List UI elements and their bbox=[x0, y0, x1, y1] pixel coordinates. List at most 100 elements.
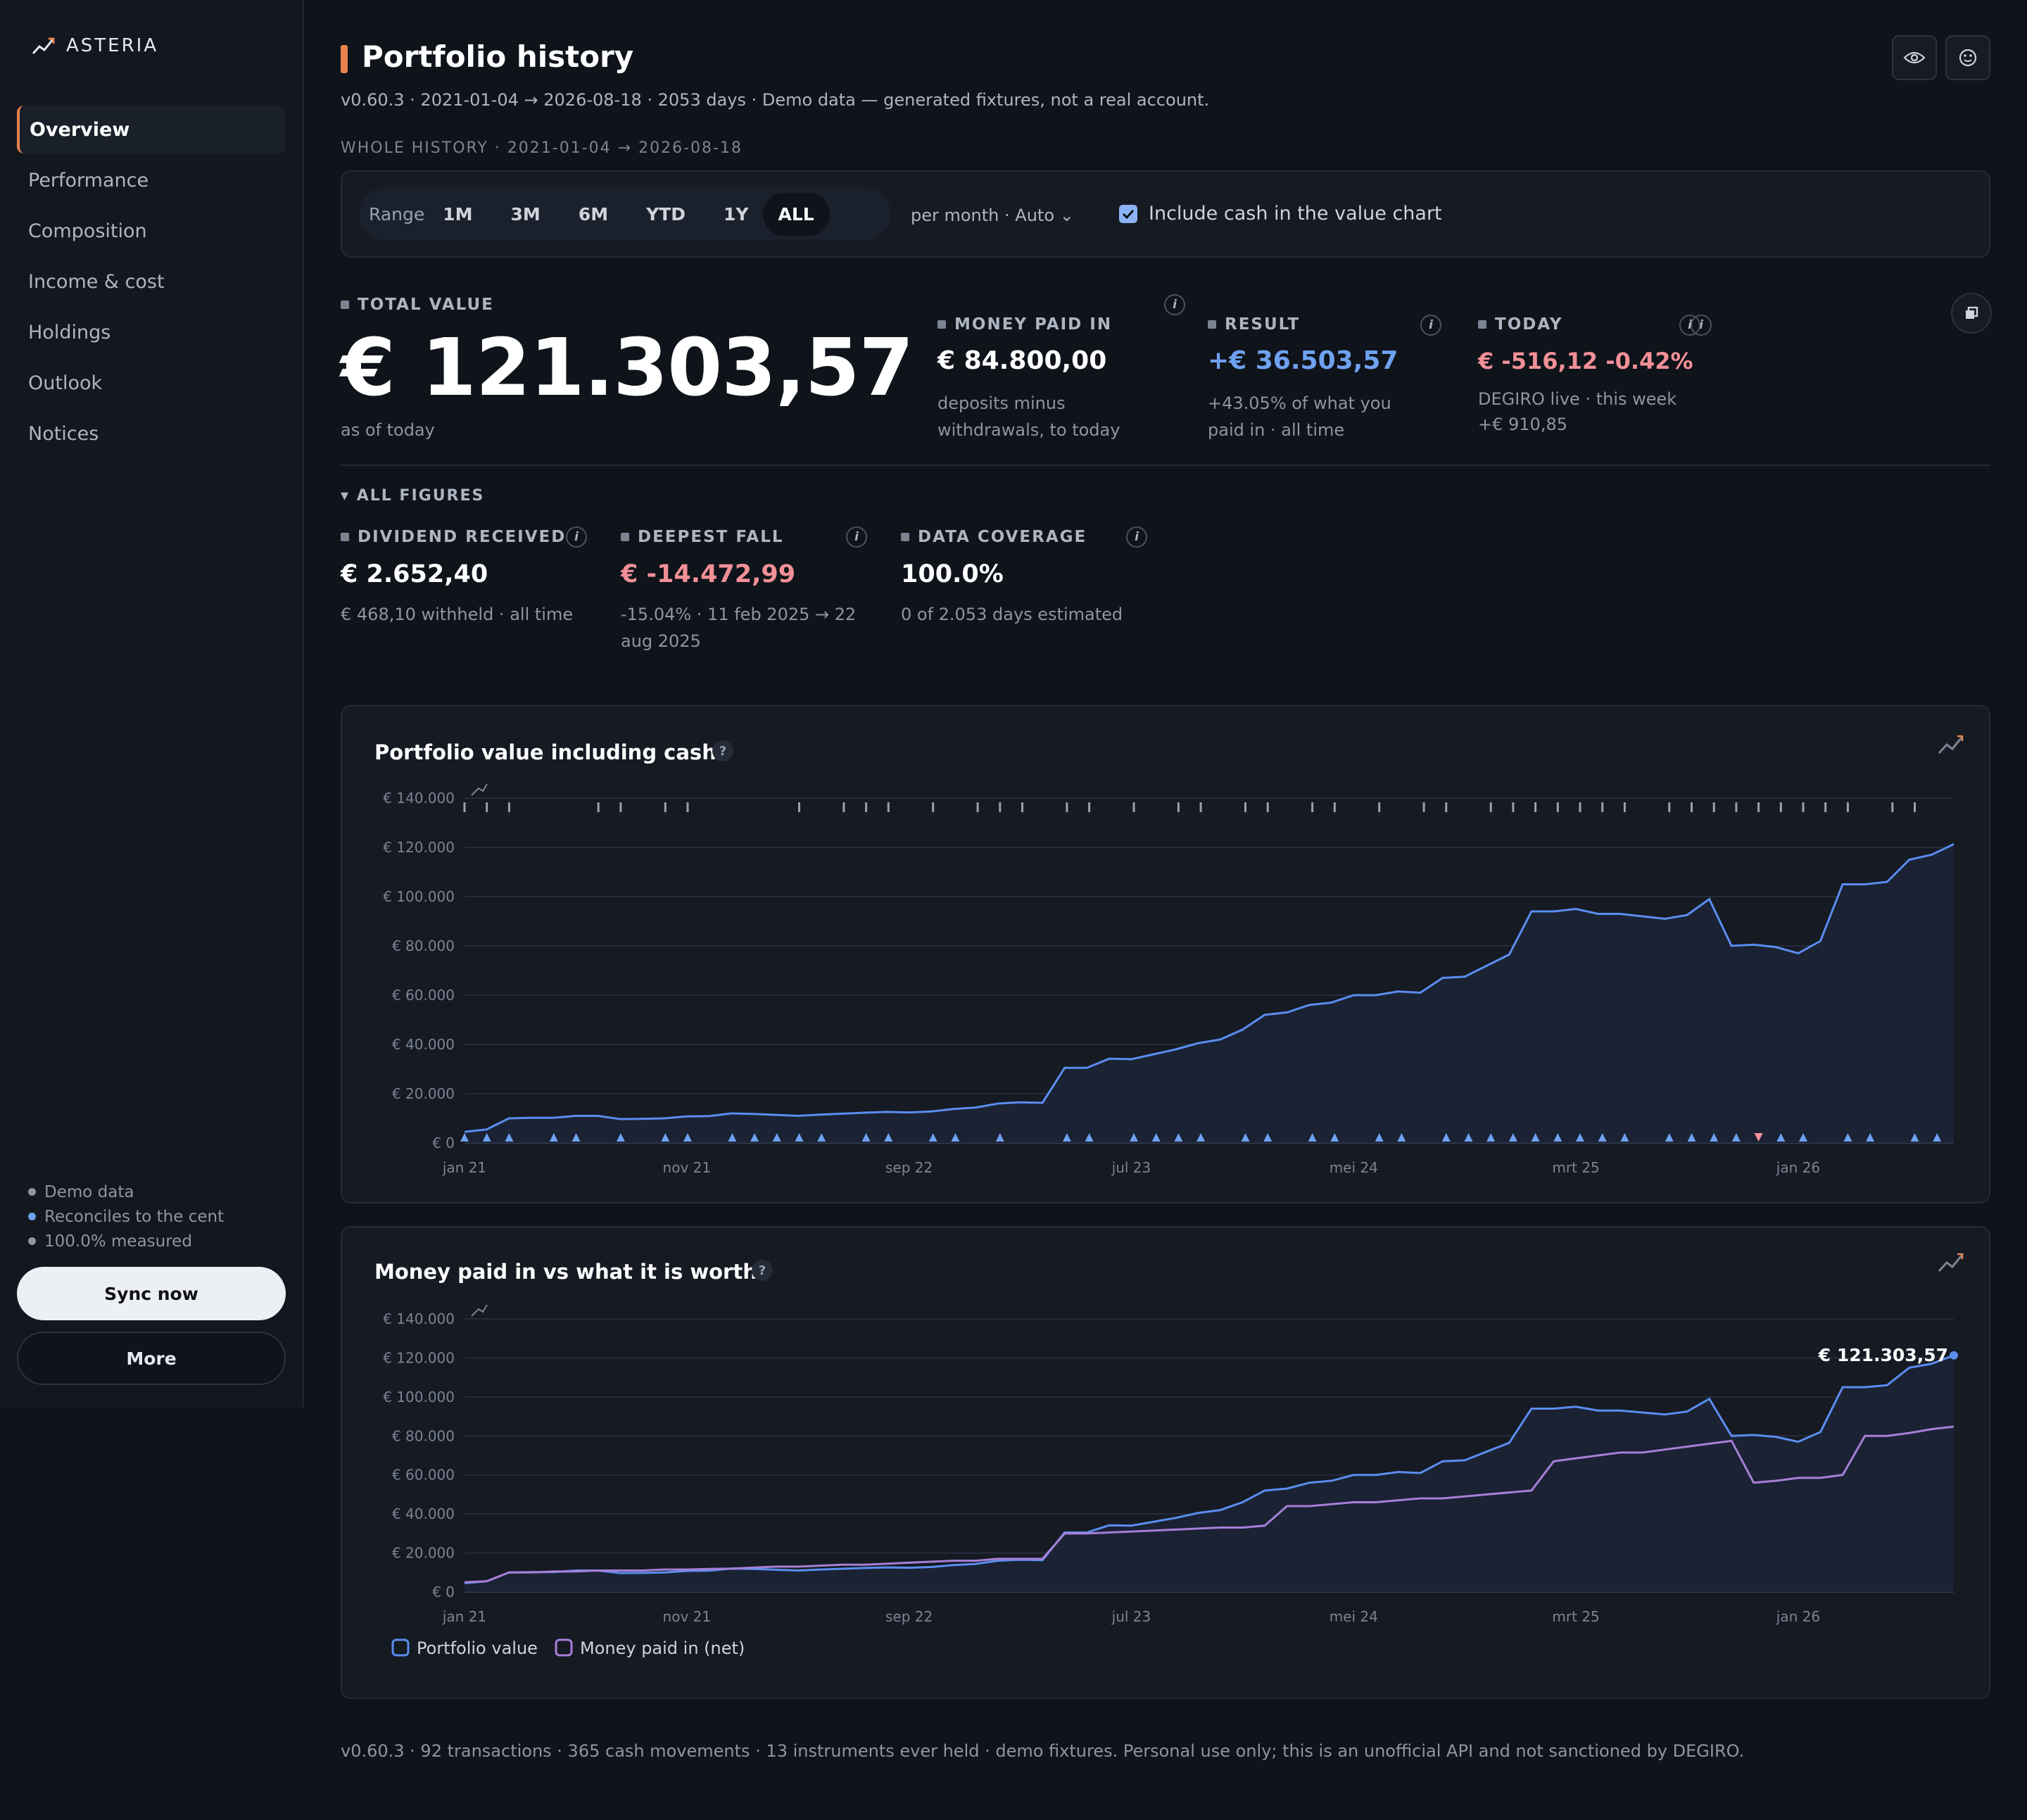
kpi-marker bbox=[621, 533, 629, 541]
info-icon[interactable]: i bbox=[1126, 526, 1147, 548]
kpi-marker bbox=[341, 533, 349, 541]
kpi-marker bbox=[341, 301, 349, 309]
x-tick-label: jan 21 bbox=[442, 1608, 486, 1625]
sidebar-item-notices[interactable]: Notices bbox=[28, 422, 99, 445]
buy-marker bbox=[505, 1133, 514, 1142]
x-tick-label: sep 22 bbox=[885, 1608, 933, 1625]
page-subtitle: v0.60.3 · 2021-01-04 → 2026-08-18 · 2053… bbox=[341, 90, 1210, 110]
info-icon[interactable]: i bbox=[1164, 294, 1185, 315]
series-area bbox=[465, 844, 1954, 1143]
mini-trend-icon bbox=[471, 1304, 488, 1317]
kpi-label-text: TODAY bbox=[1495, 315, 1563, 334]
buy-marker bbox=[1576, 1133, 1584, 1142]
sidebar-item-performance[interactable]: Performance bbox=[28, 169, 149, 191]
buy-marker bbox=[616, 1133, 625, 1142]
today-label: TODAY bbox=[1478, 315, 1563, 334]
range-label: Range bbox=[369, 203, 425, 225]
sidebar-item-composition[interactable]: Composition bbox=[28, 220, 147, 242]
series-area bbox=[465, 1355, 1954, 1592]
status-text: 100.0% measured bbox=[44, 1232, 192, 1251]
y-tick-label: € 0 bbox=[432, 1584, 455, 1600]
more-button[interactable]: More bbox=[17, 1332, 286, 1385]
buy-marker bbox=[1375, 1133, 1384, 1142]
sidebar-item-outlook[interactable]: Outlook bbox=[28, 372, 103, 394]
buy-marker bbox=[1843, 1133, 1852, 1142]
total-value-label: TOTAL VALUE bbox=[341, 296, 494, 314]
kpi-label-text: TOTAL VALUE bbox=[358, 296, 494, 314]
paid-in-vs-worth-panel: Money paid in vs what it is worth ? € 0 €… bbox=[341, 1226, 1990, 1699]
buy-marker bbox=[928, 1133, 937, 1142]
series-line-portfolio-value bbox=[464, 843, 1955, 1133]
buy-marker bbox=[1866, 1133, 1875, 1142]
portfolio-value-chart[interactable]: € 0 € 20.000 € 40.000 € 60.000 € 80.000 € 100… bbox=[342, 707, 1989, 1202]
help-icon[interactable]: ? bbox=[752, 1260, 773, 1281]
buy-marker bbox=[549, 1133, 558, 1142]
include-cash-checkbox[interactable]: Include cash in the value chart bbox=[1119, 203, 1442, 225]
granularity-select[interactable]: per month · Auto ⌄ bbox=[911, 206, 1074, 225]
sync-now-button[interactable]: Sync now bbox=[17, 1267, 286, 1320]
buy-marker bbox=[884, 1133, 893, 1142]
buy-marker bbox=[1665, 1133, 1674, 1142]
status-item: 100.0% measured bbox=[28, 1229, 224, 1253]
status-dot bbox=[28, 1188, 36, 1196]
smiley-icon bbox=[1959, 49, 1977, 67]
buy-marker bbox=[772, 1133, 781, 1142]
range-caption: WHOLE HISTORY · 2021-01-04 → 2026-08-18 bbox=[341, 139, 743, 157]
sidebar-item-overview[interactable]: Overview bbox=[17, 106, 286, 153]
today-sub: DEGIRO live · this week bbox=[1478, 389, 1677, 409]
checkbox-check-icon[interactable] bbox=[1119, 204, 1137, 223]
buy-marker bbox=[1598, 1133, 1607, 1142]
y-tick-label: € 20.000 bbox=[392, 1545, 455, 1562]
info-icon[interactable]: i bbox=[1420, 315, 1441, 336]
x-tick-label: mei 24 bbox=[1330, 1608, 1378, 1625]
buy-marker bbox=[1441, 1133, 1451, 1142]
trend-icon bbox=[32, 37, 55, 55]
status-item: Reconciles to the cent bbox=[28, 1204, 224, 1229]
range-option-3m[interactable]: 3M bbox=[510, 203, 541, 225]
sidebar-nav: Overview Performance Composition Income … bbox=[17, 106, 286, 460]
x-tick-label: mrt 25 bbox=[1552, 1159, 1599, 1176]
buy-marker bbox=[1710, 1133, 1719, 1142]
range-option-1m[interactable]: 1M bbox=[443, 203, 473, 225]
theme-button[interactable] bbox=[1945, 35, 1990, 80]
chart-type-icon[interactable] bbox=[1937, 1250, 1965, 1274]
mini-trend-icon bbox=[471, 783, 488, 796]
y-tick-label: € 120.000 bbox=[383, 839, 455, 856]
chart-type-icon[interactable] bbox=[1937, 732, 1965, 756]
buy-marker bbox=[817, 1133, 826, 1142]
range-option-1y[interactable]: 1Y bbox=[724, 203, 749, 225]
y-tick-label: € 140.000 bbox=[383, 790, 455, 807]
privacy-toggle-button[interactable] bbox=[1892, 35, 1937, 80]
page-title: Portfolio history bbox=[362, 39, 634, 74]
buy-marker bbox=[861, 1133, 871, 1142]
info-icon[interactable]: i bbox=[566, 526, 587, 548]
range-option-ytd[interactable]: YTD bbox=[646, 203, 686, 225]
paid-in-vs-worth-chart[interactable]: € 0 € 20.000 € 40.000 € 60.000 € 80.000 € 100… bbox=[342, 1227, 1989, 1698]
y-tick-label: € 100.000 bbox=[383, 1389, 455, 1405]
sidebar-item-holdings[interactable]: Holdings bbox=[28, 321, 111, 343]
brand[interactable]: ASTERIA bbox=[31, 35, 158, 56]
help-icon[interactable]: ? bbox=[712, 740, 733, 762]
buy-marker bbox=[1130, 1133, 1138, 1142]
copy-button[interactable] bbox=[1951, 293, 1992, 334]
x-tick-label: jan 26 bbox=[1776, 1608, 1820, 1625]
range-selector: Range 1M 3M 6M YTD 1Y ALL bbox=[359, 187, 891, 241]
today-value: € -516,12 -0.42% bbox=[1478, 348, 1693, 374]
all-figures-toggle[interactable]: ▾ ALL FIGURES bbox=[341, 487, 485, 505]
sidebar-item-income-cost[interactable]: Income & cost bbox=[28, 270, 165, 293]
series-line-money-paid-in bbox=[464, 1425, 1955, 1584]
buy-marker bbox=[1151, 1133, 1161, 1142]
x-tick-label: jan 26 bbox=[1776, 1159, 1820, 1176]
x-tick-label: jan 21 bbox=[442, 1159, 486, 1176]
buy-marker bbox=[995, 1133, 1004, 1142]
x-tick-label: mrt 25 bbox=[1552, 1608, 1599, 1625]
kpi-label-text: MONEY PAID IN bbox=[954, 315, 1113, 334]
buy-marker bbox=[1397, 1133, 1406, 1142]
sell-marker bbox=[1754, 1133, 1763, 1142]
info-icon[interactable]: i bbox=[846, 526, 867, 548]
y-tick-label: € 80.000 bbox=[392, 937, 455, 954]
info-icon[interactable]: i bbox=[1679, 315, 1700, 336]
end-value-label: € 121.303,57 bbox=[1818, 1345, 1948, 1365]
range-option-all[interactable]: ALL bbox=[762, 192, 830, 236]
range-option-6m[interactable]: 6M bbox=[578, 203, 609, 225]
